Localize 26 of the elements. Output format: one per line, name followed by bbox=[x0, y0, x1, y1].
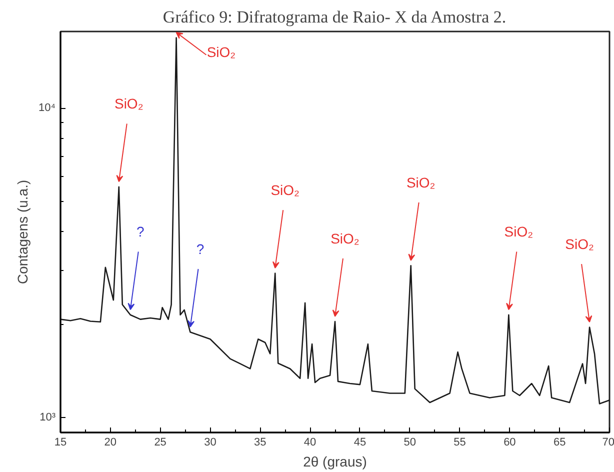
annotation: SiO₂ bbox=[330, 230, 360, 246]
y-tick-label: 10³ bbox=[40, 412, 56, 424]
y-tick-label: 10⁴ bbox=[38, 102, 56, 114]
annotation: SiO₂ bbox=[565, 236, 594, 252]
x-tick-label: 20 bbox=[104, 436, 117, 448]
annotation: SiO₂ bbox=[504, 224, 534, 240]
x-tick-label: 70 bbox=[602, 436, 614, 448]
annotation: SiO₂ bbox=[406, 174, 436, 190]
annotation: SiO₂ bbox=[270, 182, 300, 198]
x-tick-label: 55 bbox=[454, 436, 466, 448]
x-tick-label: 40 bbox=[304, 436, 316, 448]
x-tick-label: 15 bbox=[54, 436, 67, 448]
x-tick-label: 25 bbox=[154, 436, 166, 448]
x-axis-title: 2θ (graus) bbox=[303, 454, 367, 470]
x-tick-label: 65 bbox=[553, 436, 566, 448]
annotation: ? bbox=[136, 224, 144, 240]
x-tick-label: 45 bbox=[354, 436, 366, 448]
x-tick-label: 30 bbox=[204, 436, 216, 448]
annotation: SiO₂ bbox=[114, 96, 144, 112]
x-tick-label: 50 bbox=[404, 436, 416, 448]
annotation: ? bbox=[196, 240, 204, 257]
y-axis-title: Contagens (u.a.) bbox=[14, 180, 31, 284]
annotation: SiO₂ bbox=[206, 44, 236, 60]
chart-title: Gráfico 9: Difratograma de Raio- X da Amostra 2. bbox=[162, 8, 506, 26]
x-tick-label: 60 bbox=[504, 436, 516, 448]
x-tick-label: 35 bbox=[254, 436, 266, 448]
